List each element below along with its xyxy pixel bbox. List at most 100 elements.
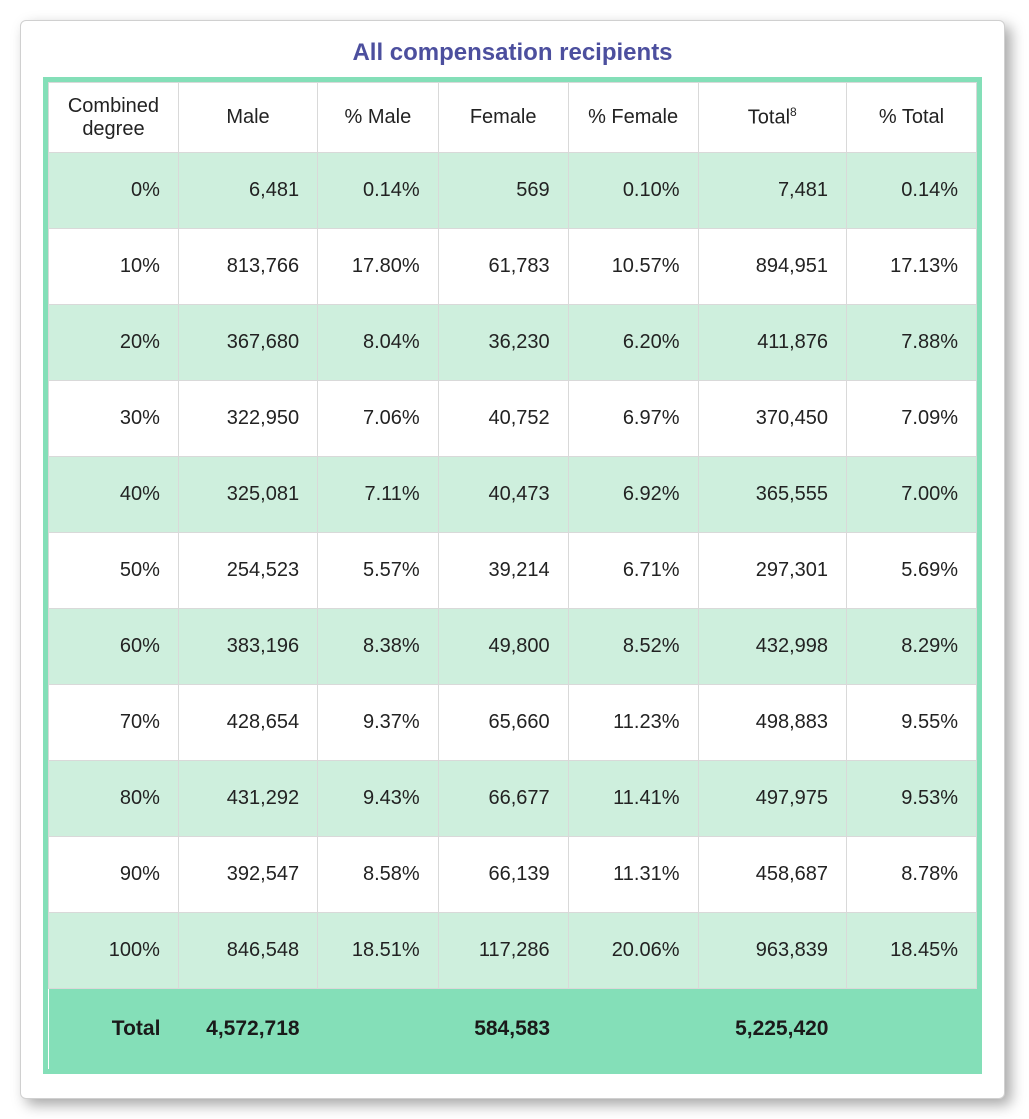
table-body: 0%6,4810.14%5690.10%7,4810.14%10%813,766… [49, 153, 977, 989]
cell-pct_total: 7.00% [847, 457, 977, 533]
cell-total: 458,687 [698, 837, 846, 913]
cell-female: 66,677 [438, 761, 568, 837]
cell-pct_female: 6.97% [568, 381, 698, 457]
table-row: 100%846,54818.51%117,28620.06%963,83918.… [49, 913, 977, 989]
col-header-superscript: 8 [790, 105, 797, 119]
cell-female: 61,783 [438, 229, 568, 305]
cell-male: 428,654 [178, 685, 317, 761]
cell-male: 431,292 [178, 761, 317, 837]
cell-pct_total: 17.13% [847, 229, 977, 305]
cell-female: 66,139 [438, 837, 568, 913]
cell-total: 297,301 [698, 533, 846, 609]
cell-pct_total: 7.09% [847, 381, 977, 457]
cell-male: 813,766 [178, 229, 317, 305]
cell-pct_total: 7.88% [847, 305, 977, 381]
cell-degree: 90% [49, 837, 179, 913]
table-row: 90%392,5478.58%66,13911.31%458,6878.78% [49, 837, 977, 913]
col-header-label: % Male [345, 106, 412, 128]
compensation-table: Combined degree Male % Male Female % Fem… [48, 82, 977, 1069]
cell-pct_male: 7.11% [318, 457, 439, 533]
cell-male: 325,081 [178, 457, 317, 533]
col-header-male: Male [178, 83, 317, 153]
cell-male: 383,196 [178, 609, 317, 685]
cell-female: 40,752 [438, 381, 568, 457]
table-row: 0%6,4810.14%5690.10%7,4810.14% [49, 153, 977, 229]
table-title: All compensation recipients [43, 39, 982, 67]
footer-male: 4,572,718 [178, 989, 317, 1069]
cell-pct_total: 8.29% [847, 609, 977, 685]
col-header-pct-female: % Female [568, 83, 698, 153]
cell-male: 846,548 [178, 913, 317, 989]
footer-label: Total [49, 989, 179, 1069]
table-foot: Total 4,572,718 584,583 5,225,420 [49, 989, 977, 1069]
cell-female: 117,286 [438, 913, 568, 989]
footer-pct-total [847, 989, 977, 1069]
cell-pct_female: 11.31% [568, 837, 698, 913]
cell-pct_female: 20.06% [568, 913, 698, 989]
cell-pct_male: 5.57% [318, 533, 439, 609]
cell-pct_male: 0.14% [318, 153, 439, 229]
cell-female: 49,800 [438, 609, 568, 685]
cell-degree: 10% [49, 229, 179, 305]
cell-male: 6,481 [178, 153, 317, 229]
cell-total: 497,975 [698, 761, 846, 837]
col-header-label: % Female [588, 106, 678, 128]
cell-degree: 80% [49, 761, 179, 837]
cell-pct_female: 11.41% [568, 761, 698, 837]
cell-pct_total: 9.53% [847, 761, 977, 837]
cell-male: 367,680 [178, 305, 317, 381]
cell-pct_female: 11.23% [568, 685, 698, 761]
footer-total: 5,225,420 [698, 989, 846, 1069]
cell-pct_total: 18.45% [847, 913, 977, 989]
table-row: 20%367,6808.04%36,2306.20%411,8767.88% [49, 305, 977, 381]
cell-total: 365,555 [698, 457, 846, 533]
cell-pct_male: 9.37% [318, 685, 439, 761]
table-row: 40%325,0817.11%40,4736.92%365,5557.00% [49, 457, 977, 533]
col-header-label: Total [748, 107, 790, 129]
cell-total: 7,481 [698, 153, 846, 229]
col-header-degree: Combined degree [49, 83, 179, 153]
cell-total: 894,951 [698, 229, 846, 305]
cell-male: 392,547 [178, 837, 317, 913]
cell-pct_total: 8.78% [847, 837, 977, 913]
table-card: All compensation recipients Combined deg… [20, 20, 1005, 1099]
header-row: Combined degree Male % Male Female % Fem… [49, 83, 977, 153]
cell-pct_female: 6.20% [568, 305, 698, 381]
footer-pct-female [568, 989, 698, 1069]
cell-female: 40,473 [438, 457, 568, 533]
cell-female: 569 [438, 153, 568, 229]
cell-degree: 30% [49, 381, 179, 457]
col-header-label: Female [470, 106, 537, 128]
col-header-label: Combined degree [68, 95, 159, 140]
col-header-pct-total: % Total [847, 83, 977, 153]
col-header-pct-male: % Male [318, 83, 439, 153]
footer-row: Total 4,572,718 584,583 5,225,420 [49, 989, 977, 1069]
table-row: 10%813,76617.80%61,78310.57%894,95117.13… [49, 229, 977, 305]
cell-pct_male: 8.58% [318, 837, 439, 913]
cell-pct_female: 6.71% [568, 533, 698, 609]
cell-total: 963,839 [698, 913, 846, 989]
cell-female: 65,660 [438, 685, 568, 761]
footer-female: 584,583 [438, 989, 568, 1069]
cell-degree: 100% [49, 913, 179, 989]
cell-pct_male: 8.04% [318, 305, 439, 381]
cell-degree: 40% [49, 457, 179, 533]
table-container: Combined degree Male % Male Female % Fem… [43, 77, 982, 1074]
cell-pct_female: 6.92% [568, 457, 698, 533]
cell-pct_total: 5.69% [847, 533, 977, 609]
cell-degree: 50% [49, 533, 179, 609]
cell-total: 411,876 [698, 305, 846, 381]
cell-male: 322,950 [178, 381, 317, 457]
col-header-female: Female [438, 83, 568, 153]
cell-pct_male: 18.51% [318, 913, 439, 989]
cell-pct_total: 9.55% [847, 685, 977, 761]
table-row: 50%254,5235.57%39,2146.71%297,3015.69% [49, 533, 977, 609]
cell-total: 432,998 [698, 609, 846, 685]
footer-pct-male [318, 989, 439, 1069]
cell-pct_male: 9.43% [318, 761, 439, 837]
cell-degree: 70% [49, 685, 179, 761]
cell-degree: 20% [49, 305, 179, 381]
cell-total: 498,883 [698, 685, 846, 761]
cell-pct_female: 0.10% [568, 153, 698, 229]
table-row: 80%431,2929.43%66,67711.41%497,9759.53% [49, 761, 977, 837]
